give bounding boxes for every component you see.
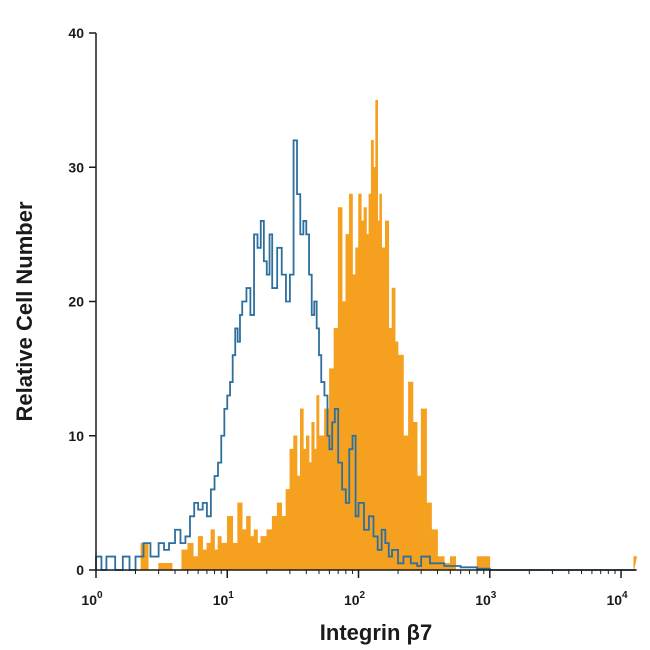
orange-histogram [96, 99, 638, 571]
y-axis-title: Relative Cell Number [12, 201, 37, 422]
x-tick-label: 103 [475, 590, 497, 608]
x-tick-label: 102 [344, 590, 366, 608]
y-tick-label: 10 [68, 428, 84, 444]
y-tick-label: 30 [68, 159, 84, 175]
y-tick-label: 0 [76, 562, 84, 578]
x-axis-title: Integrin β7 [320, 620, 432, 645]
blue-histogram-outline [95, 139, 637, 571]
blue-histogram-layer [95, 139, 637, 571]
x-axis-ticks: 100 101 102 103 104 [81, 570, 628, 608]
y-axis-ticks: 0 10 20 30 40 [68, 25, 96, 578]
x-tick-label: 104 [606, 590, 628, 608]
x-tick-label: 101 [213, 590, 235, 608]
orange-histogram-layer [96, 99, 638, 571]
y-tick-label: 20 [68, 294, 84, 310]
y-tick-label: 40 [68, 25, 84, 41]
x-tick-label: 100 [81, 590, 103, 608]
